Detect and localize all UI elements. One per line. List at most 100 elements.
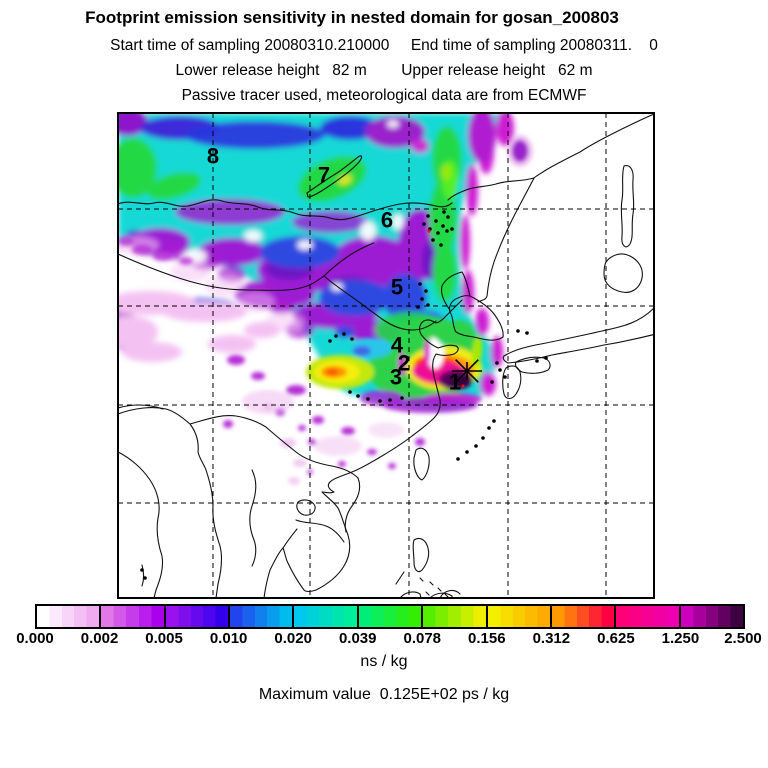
coastline-path [439, 589, 461, 598]
map-dot [445, 229, 449, 233]
colorbar-cell [680, 606, 743, 627]
coastline-path [295, 519, 345, 543]
coastline-path [419, 577, 449, 598]
colorbar-tick: 0.000 [16, 630, 54, 647]
coastline-path [296, 499, 316, 516]
map-dot [481, 436, 485, 440]
map-dot [456, 457, 460, 461]
coastline-path [306, 155, 363, 198]
trajectory-day-label: 6 [381, 208, 393, 233]
map-dot [342, 332, 346, 336]
colorbar-tick: 0.312 [532, 630, 571, 647]
coastline-path [502, 307, 654, 364]
map-dot [334, 334, 338, 338]
release-heights-line: Lower release height 82 m Upper release … [175, 62, 593, 79]
map-dot [439, 243, 443, 247]
red-map-dot [461, 384, 465, 388]
colorbar-tick: 2.500 [724, 630, 762, 647]
coastline-path [118, 199, 453, 221]
colorbar-tick: 0.020 [274, 630, 312, 647]
map-dot [422, 222, 426, 226]
colorbar-tick: 0.625 [597, 630, 635, 647]
map-dot [420, 297, 424, 301]
map-dot [490, 380, 494, 384]
coastlines [118, 113, 654, 598]
coastline-path [533, 113, 654, 179]
map-dot [442, 210, 446, 214]
coastline-path [448, 295, 504, 341]
map-dot [418, 282, 422, 286]
map-dot [535, 359, 539, 363]
colorbar [35, 604, 745, 629]
map-dot [525, 331, 529, 335]
colorbar-cell [358, 606, 424, 627]
receptor-star-icon [452, 359, 482, 383]
map-dot [348, 390, 352, 394]
map-dot [492, 419, 496, 423]
map-dot [487, 426, 491, 430]
colorbar-tick: 0.039 [338, 630, 377, 647]
colorbar-tick: 0.010 [209, 630, 248, 647]
colorbar-cell [294, 606, 359, 627]
coastline-path [395, 571, 405, 585]
map-dot [450, 227, 454, 231]
map-dot [140, 568, 144, 572]
trajectory-day-label: 2 [398, 351, 410, 376]
sampling-times-line: Start time of sampling 20080310.210000 E… [110, 37, 658, 54]
trajectory-day-label: 5 [391, 275, 403, 300]
coastline-path [477, 177, 535, 303]
trajectory-day-label: 8 [207, 144, 219, 169]
coastline-path [502, 365, 522, 400]
colorbar-cell [423, 606, 488, 627]
map-dot [424, 289, 428, 293]
coastline-path [263, 491, 351, 598]
map-dot [350, 337, 354, 341]
colorbar-tick: 1.250 [661, 630, 700, 647]
coastline-path [429, 592, 453, 598]
colorbar-cell [101, 606, 166, 627]
coastline-path [321, 299, 463, 494]
map-dot [503, 375, 507, 379]
trajectory-day-label: 7 [318, 163, 330, 188]
coastline-path [323, 242, 375, 277]
figure-title: Footprint emission sensitivity in nested… [85, 8, 619, 27]
map-dot [516, 329, 520, 333]
map-dot [498, 368, 502, 372]
colorbar-unit-label: ns / kg [360, 653, 408, 670]
coastline-path [118, 407, 223, 598]
map-dot [388, 398, 392, 402]
city-dots [140, 210, 548, 580]
map-dot [378, 399, 382, 403]
trajectory-day-label: 1 [449, 370, 461, 395]
coastline-path [413, 447, 430, 481]
coastline-path [323, 275, 437, 331]
map-dot [426, 303, 430, 307]
colorbar-tick: 0.005 [145, 630, 183, 647]
map-dot [465, 450, 469, 454]
coastline-path [603, 253, 643, 293]
coastline-path [447, 177, 535, 201]
map-dot [474, 444, 478, 448]
map-dot [400, 396, 404, 400]
map-dot [426, 214, 430, 218]
map-dot [366, 397, 370, 401]
colorbar-tick: 0.078 [403, 630, 442, 647]
map-dot [431, 238, 435, 242]
coastline-path [282, 528, 298, 549]
map-dot [143, 576, 147, 580]
colorbar-cell [551, 606, 617, 627]
coastline-path [440, 271, 471, 311]
map-dot [446, 215, 450, 219]
map-dot [356, 394, 360, 398]
colorbar-cell [37, 606, 102, 627]
tracer-note-line: Passive tracer used, meteorological data… [181, 87, 587, 104]
coastline-path [620, 165, 635, 248]
trajectory-day-label: 3 [390, 365, 402, 390]
map-dot [416, 305, 420, 309]
map-dot [441, 224, 445, 228]
map-frame [117, 112, 655, 599]
colorbar-tick: 0.002 [80, 630, 119, 647]
colorbar-cell [487, 606, 552, 627]
